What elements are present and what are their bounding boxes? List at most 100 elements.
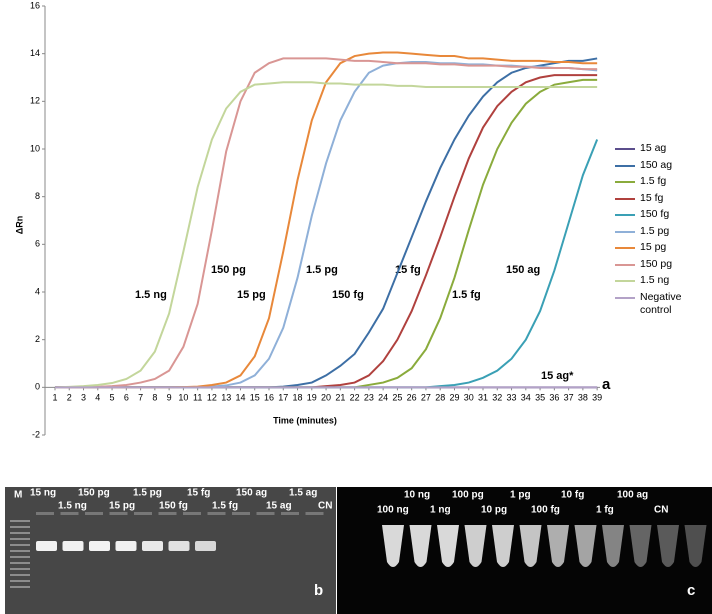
y-tick-label: 14 bbox=[30, 48, 40, 58]
x-tick-label: 5 bbox=[110, 393, 115, 403]
tube bbox=[602, 525, 624, 567]
legend-item: 15 ag bbox=[615, 142, 710, 155]
x-tick-label: 11 bbox=[193, 393, 202, 403]
gel-label: CN bbox=[318, 501, 332, 512]
legend-swatch bbox=[615, 197, 635, 200]
series-line bbox=[54, 57, 598, 389]
x-tick-label: 1 bbox=[52, 393, 57, 403]
tube bbox=[684, 525, 707, 567]
gel-band bbox=[115, 541, 137, 551]
panel-label: b bbox=[314, 582, 323, 599]
gel-label: 10 pg bbox=[481, 505, 507, 516]
y-tick-label: 8 bbox=[35, 191, 40, 201]
legend-swatch bbox=[615, 214, 635, 216]
panel-label: a bbox=[602, 376, 611, 393]
gel-label: M bbox=[14, 490, 22, 501]
legend-swatch bbox=[615, 296, 635, 299]
gel-label: 1.5 ng bbox=[58, 501, 87, 512]
series-line bbox=[54, 61, 598, 389]
gel-well bbox=[60, 512, 79, 515]
y-tick-label: 6 bbox=[35, 239, 40, 249]
tube bbox=[519, 525, 542, 567]
gel-band bbox=[89, 541, 110, 551]
x-tick-label: 3 bbox=[81, 393, 86, 403]
x-tick-label: 27 bbox=[421, 393, 431, 403]
annotation: 1.5 fg bbox=[452, 289, 481, 301]
x-tick-label: 33 bbox=[507, 393, 517, 403]
tube bbox=[629, 525, 652, 567]
tube bbox=[409, 525, 432, 567]
gel-label: 150 fg bbox=[159, 501, 188, 512]
series-line bbox=[54, 78, 598, 389]
ladder-band bbox=[10, 586, 30, 588]
x-tick-label: 13 bbox=[221, 393, 231, 403]
gel-well bbox=[305, 512, 324, 515]
legend-swatch bbox=[615, 230, 635, 233]
legend-label: 150 fg bbox=[640, 208, 670, 220]
gel-well bbox=[134, 512, 152, 515]
tube bbox=[574, 525, 597, 567]
tube bbox=[657, 525, 679, 567]
annotation: 150 ag bbox=[506, 264, 540, 276]
legend-item: 1.5 pg bbox=[615, 225, 710, 238]
legend-label: 1.5 fg bbox=[640, 175, 667, 187]
x-tick-label: 12 bbox=[207, 393, 217, 403]
annotation: 1.5 pg bbox=[306, 264, 338, 276]
series-line bbox=[54, 74, 598, 389]
legend-swatch bbox=[615, 280, 635, 282]
x-tick-label: 18 bbox=[293, 393, 303, 403]
x-tick-label: 17 bbox=[278, 393, 288, 403]
ladder-band bbox=[10, 568, 30, 570]
gel-label: 1.5 fg bbox=[212, 501, 238, 512]
annotation: 15 fg bbox=[395, 264, 421, 276]
x-tick-label: 22 bbox=[350, 393, 360, 403]
legend-item: Negative control bbox=[615, 291, 710, 317]
x-tick-label: 34 bbox=[521, 393, 531, 403]
gel-label: 1.5 pg bbox=[133, 488, 162, 499]
ladder-band bbox=[10, 562, 30, 564]
x-tick-label: 35 bbox=[535, 393, 545, 403]
gel-band bbox=[36, 541, 57, 551]
gel-label: 100 pg bbox=[452, 490, 484, 501]
gel-label: 1 ng bbox=[430, 505, 451, 516]
tube bbox=[492, 525, 514, 567]
legend-label: Negative control bbox=[640, 290, 682, 316]
legend-label: 15 pg bbox=[640, 241, 667, 253]
x-tick-label: 28 bbox=[435, 393, 445, 403]
legend-swatch bbox=[615, 148, 635, 150]
ladder-band bbox=[10, 574, 30, 576]
legend: 15 ag 150 ag 1.5 fg 15 fg 150 fg 1.5 pg 15 pg 1… bbox=[615, 142, 710, 320]
annotation: 1.5 ng bbox=[135, 289, 167, 301]
gel-label: 10 ng bbox=[404, 490, 430, 501]
gel-well bbox=[183, 512, 201, 515]
x-tick-label: 32 bbox=[492, 393, 502, 403]
x-tick-label: 14 bbox=[235, 393, 245, 403]
tube bbox=[547, 525, 569, 567]
y-tick-label: 4 bbox=[35, 286, 40, 296]
gel-well bbox=[36, 512, 54, 515]
y-tick-label: 2 bbox=[35, 334, 40, 344]
ladder-band bbox=[10, 544, 30, 546]
x-tick-label: 7 bbox=[138, 393, 143, 403]
x-tick-label: 38 bbox=[578, 393, 588, 403]
x-tick-label: 20 bbox=[321, 393, 331, 403]
ladder-band bbox=[10, 550, 30, 552]
x-tick-label: 30 bbox=[464, 393, 474, 403]
x-tick-label: 31 bbox=[478, 393, 488, 403]
legend-item: 150 pg bbox=[615, 258, 710, 271]
x-tick-label: 21 bbox=[335, 393, 345, 403]
gel-well bbox=[256, 512, 275, 515]
gel-band bbox=[62, 541, 84, 551]
x-tick-label: 15 bbox=[250, 393, 260, 403]
legend-label: 150 ag bbox=[640, 158, 673, 171]
tube bbox=[464, 525, 487, 567]
ladder-band bbox=[10, 538, 30, 540]
legend-item: 1.5 fg bbox=[615, 175, 710, 188]
legend-item: 15 fg bbox=[615, 192, 710, 205]
legend-swatch bbox=[615, 247, 635, 249]
x-tick-label: 24 bbox=[378, 393, 388, 403]
annotation: 15 pg bbox=[237, 289, 266, 301]
gel-label: 10 fg bbox=[561, 490, 584, 501]
